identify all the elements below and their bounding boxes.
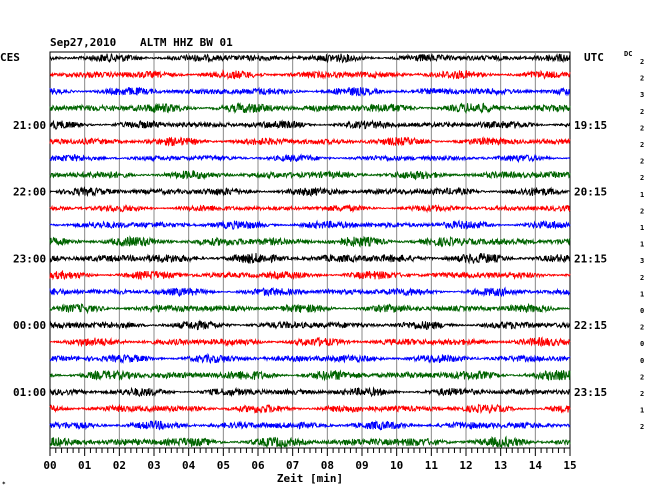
trace-row	[49, 119, 571, 131]
left-time-label: 21:00	[13, 119, 46, 132]
x-tick-label: 02	[113, 459, 126, 472]
x-tick-label: 11	[425, 459, 439, 472]
dc-offset-label: 1	[640, 191, 644, 199]
trace-row	[49, 403, 571, 415]
x-tick-label: 09	[355, 459, 368, 472]
x-tick-label: 12	[459, 459, 472, 472]
dc-offset-label: 2	[640, 108, 644, 116]
right-time-label: 22:15	[574, 319, 607, 332]
x-tick-label: 13	[494, 459, 507, 472]
trace-row	[49, 169, 571, 181]
seismic-traces	[49, 52, 571, 450]
trace-row	[49, 252, 571, 265]
dc-offset-label: 2	[640, 207, 644, 215]
dc-offset-label: 1	[640, 290, 644, 298]
dc-offset-label: 3	[640, 91, 644, 99]
trace-row	[49, 286, 571, 298]
dc-offset-labels: 2 2 3 2 2 2 2 2 1 2 1 1 3 2 1 0 2 0 0 2 2 1 2	[640, 58, 644, 431]
left-time-label: 01:00	[13, 386, 46, 399]
trace-row	[49, 369, 571, 382]
dc-offset-label: 2	[640, 390, 644, 398]
trace-row	[49, 186, 571, 197]
x-tick-label: 03	[147, 459, 160, 472]
left-timezone-label: CES	[0, 51, 20, 64]
dc-header-label: DC	[624, 50, 632, 58]
trace-row	[49, 386, 571, 398]
trace-row	[49, 52, 571, 64]
trace-row	[49, 102, 571, 115]
station-label: ALTM HHZ BW 01	[140, 36, 233, 49]
dc-offset-label: 1	[640, 241, 644, 249]
x-tick-label: 10	[390, 459, 403, 472]
x-tick-label: 07	[286, 459, 299, 472]
dc-offset-label: 2	[640, 158, 644, 166]
trace-row	[49, 302, 571, 315]
dc-offset-label: 3	[640, 257, 644, 265]
trace-row	[49, 219, 571, 230]
left-time-label: 00:00	[13, 319, 46, 332]
trace-row	[49, 235, 571, 248]
right-time-label: 21:15	[574, 252, 607, 265]
trace-row	[49, 136, 571, 147]
dc-offset-label: 1	[640, 407, 644, 415]
x-tick-label: 04	[182, 459, 196, 472]
x-tick-label: 01	[78, 459, 92, 472]
left-time-label: 23:00	[13, 252, 46, 265]
right-time-labels: 19:15 20:15 21:15 22:15 23:15	[574, 119, 607, 399]
trace-row	[49, 420, 571, 431]
dc-offset-label: 0	[640, 307, 644, 315]
dc-offset-label: 0	[640, 340, 644, 348]
dc-offset-label: 2	[640, 174, 644, 182]
dc-offset-label: 2	[640, 141, 644, 149]
dc-offset-label: 2	[640, 274, 644, 282]
trace-row	[49, 319, 571, 331]
dc-offset-label: 0	[640, 357, 644, 365]
x-tick-label: 05	[217, 459, 230, 472]
trace-row	[49, 153, 571, 164]
x-tick-label: 15	[563, 459, 576, 472]
right-time-label: 20:15	[574, 186, 607, 199]
dc-offset-label: 2	[640, 324, 644, 332]
minute-gridlines	[84, 52, 536, 448]
trace-row	[49, 269, 571, 281]
trace-row	[49, 435, 571, 450]
x-tick-label: 08	[321, 459, 334, 472]
trace-row	[49, 336, 571, 348]
dc-offset-label: 2	[640, 423, 644, 431]
dc-offset-label: 2	[640, 373, 644, 381]
x-axis: 00 01 02 03 04 05 06 07 08 09 10 11 12 13 14 15	[43, 448, 577, 472]
dc-offset-label: 2	[640, 58, 644, 66]
trace-row	[49, 86, 570, 97]
dc-offset-label: 2	[640, 124, 644, 132]
x-tick-label: 00	[43, 459, 56, 472]
corner-mark: *	[2, 481, 6, 488]
plot-frame	[49, 51, 571, 449]
trace-row	[49, 203, 571, 214]
x-axis-label: Zeit [min]	[277, 472, 343, 485]
x-tick-label: 06	[251, 459, 265, 472]
left-time-labels: 21:00 22:00 23:00 00:00 01:00	[13, 119, 46, 399]
trace-row	[49, 69, 571, 81]
right-timezone-label: UTC	[584, 51, 604, 64]
right-time-label: 19:15	[574, 119, 607, 132]
trace-row	[49, 352, 571, 364]
x-tick-label: 14	[529, 459, 543, 472]
date-label: Sep27,2010	[50, 36, 116, 49]
right-time-label: 23:15	[574, 386, 607, 399]
dc-offset-label: 1	[640, 224, 644, 232]
left-time-label: 22:00	[13, 186, 46, 199]
dc-offset-label: 2	[640, 75, 644, 83]
